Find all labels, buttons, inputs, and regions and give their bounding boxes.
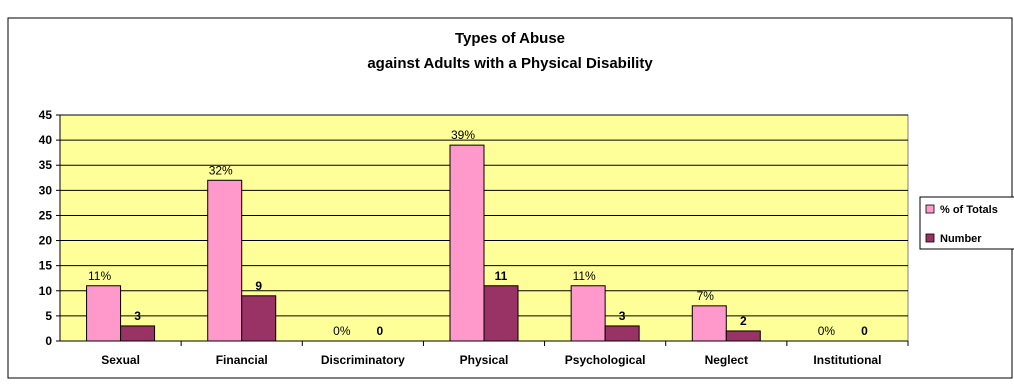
legend-swatch-number — [925, 233, 935, 243]
x-tick-label: Discriminatory — [321, 353, 405, 367]
data-label-pct: 32% — [209, 163, 233, 177]
x-axis-ticks: Sexual Financial Discriminatory Physical Psy… — [101, 341, 909, 367]
y-tick-label: 35 — [39, 158, 53, 172]
data-label-pct: 0% — [818, 324, 836, 338]
data-label-number: 3 — [134, 309, 141, 323]
bars — [86, 144, 761, 342]
data-label-number: 0 — [377, 324, 384, 338]
data-label-pct: 39% — [451, 128, 475, 142]
y-tick-label: 40 — [39, 133, 53, 147]
x-tick-label: Neglect — [705, 353, 748, 367]
bar-pct-of-totals — [449, 144, 485, 342]
data-label-pct: 11% — [573, 269, 596, 283]
bar-pct-of-totals — [207, 179, 243, 342]
x-tick-label: Sexual — [101, 353, 140, 367]
data-labels: 11% 3 32% 9 0% 0 39% 11 11% 3 7% 2 0% 0 — [88, 128, 868, 338]
legend-label-pct: % of Totals — [940, 204, 998, 216]
y-tick-label: 30 — [39, 183, 53, 197]
bar-pct-of-totals — [570, 285, 606, 342]
y-tick-label: 5 — [45, 309, 52, 323]
legend-label-number: Number — [940, 233, 982, 245]
bar-pct-of-totals — [86, 285, 122, 342]
x-tick-label: Physical — [460, 353, 509, 367]
data-label-number: 9 — [255, 279, 262, 293]
y-tick-label: 20 — [39, 234, 53, 248]
chart-subtitle: against Adults with a Physical Disabilit… — [367, 55, 653, 72]
bar-number — [483, 285, 519, 342]
legend-swatch-pct — [925, 204, 935, 214]
x-tick-label: Financial — [216, 353, 268, 367]
y-tick-label: 25 — [39, 208, 53, 222]
data-label-pct: 7% — [697, 289, 715, 303]
y-tick-label: 45 — [39, 108, 53, 122]
data-label-number: 2 — [740, 314, 747, 328]
y-tick-label: 15 — [39, 259, 53, 273]
bar-number — [120, 325, 156, 342]
x-tick-label: Psychological — [565, 353, 646, 367]
y-tick-label: 0 — [45, 334, 52, 348]
bar-number — [725, 330, 761, 342]
bar-pct-of-totals — [691, 305, 727, 342]
legend-box — [919, 196, 1014, 250]
data-label-number: 11 — [495, 269, 508, 283]
bar-number — [241, 295, 277, 342]
data-label-number: 0 — [861, 324, 868, 338]
y-axis-ticks: 0 5 10 15 20 25 30 35 40 45 — [39, 108, 60, 348]
chart-title: Types of Abuse — [455, 30, 565, 47]
data-label-pct: 0% — [333, 324, 351, 338]
bar-number — [604, 325, 640, 342]
data-label-number: 3 — [619, 309, 626, 323]
x-tick-label: Institutional — [813, 353, 881, 367]
y-tick-label: 10 — [39, 284, 53, 298]
data-label-pct: 11% — [88, 269, 111, 283]
legend: % of Totals Number — [919, 196, 1014, 250]
